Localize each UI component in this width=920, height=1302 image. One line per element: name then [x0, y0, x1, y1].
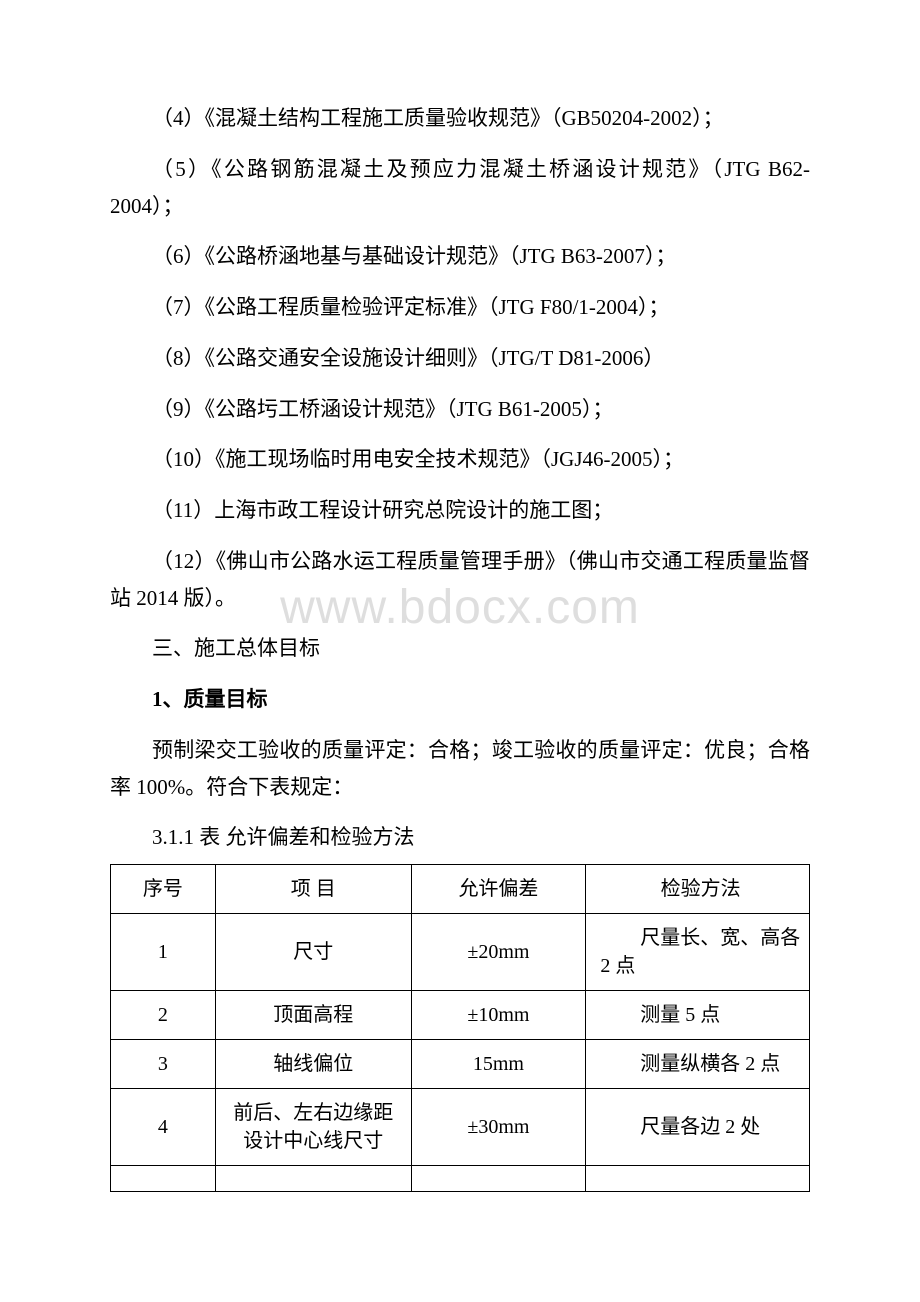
quality-target-body: 预制梁交工验收的质量评定：合格；竣工验收的质量评定：优良；合格率 100%。符合… [110, 732, 810, 806]
paragraph-item-5: （5）《公路钢筋混凝土及预应力混凝土桥涵设计规范》（JTG B62-2004）； [110, 151, 810, 225]
cell-deviation: 15mm [411, 1040, 586, 1089]
cell-empty [111, 1166, 216, 1192]
paragraph-item-9: （9）《公路圬工桥涵设计规范》（JTG B61-2005）； [110, 391, 810, 428]
cell-item: 尺寸 [215, 914, 411, 991]
cell-method: 尺量各边 2 处 [586, 1089, 810, 1166]
cell-empty [215, 1166, 411, 1192]
cell-item: 轴线偏位 [215, 1040, 411, 1089]
cell-deviation: ±20mm [411, 914, 586, 991]
table-row: 2 顶面高程 ±10mm 测量 5 点 [111, 991, 810, 1040]
cell-seq: 4 [111, 1089, 216, 1166]
table-row: 4 前后、左右边缘距设计中心线尺寸 ±30mm 尺量各边 2 处 [111, 1089, 810, 1166]
cell-deviation: ±10mm [411, 991, 586, 1040]
cell-empty [586, 1166, 810, 1192]
cell-empty [411, 1166, 586, 1192]
cell-deviation: ±30mm [411, 1089, 586, 1166]
header-method: 检验方法 [586, 865, 810, 914]
cell-item: 顶面高程 [215, 991, 411, 1040]
cell-seq: 1 [111, 914, 216, 991]
table-row: 3 轴线偏位 15mm 测量纵横各 2 点 [111, 1040, 810, 1089]
paragraph-item-7: （7）《公路工程质量检验评定标准》（JTG F80/1-2004）； [110, 289, 810, 326]
paragraph-item-10: （10）《施工现场临时用电安全技术规范》（JGJ46-2005）； [110, 441, 810, 478]
cell-method: 测量纵横各 2 点 [586, 1040, 810, 1089]
paragraph-item-12: （12）《佛山市公路水运工程质量管理手册》（佛山市交通工程质量监督站 2014 … [110, 543, 810, 617]
table-header-row: 序号 项 目 允许偏差 检验方法 [111, 865, 810, 914]
cell-seq: 3 [111, 1040, 216, 1089]
paragraph-item-11: （11）上海市政工程设计研究总院设计的施工图； [110, 492, 810, 529]
document-content: （4）《混凝土结构工程施工质量验收规范》（GB50204-2002）； （5）《… [110, 100, 810, 1192]
cell-method: 测量 5 点 [586, 991, 810, 1040]
header-deviation: 允许偏差 [411, 865, 586, 914]
paragraph-item-6: （6）《公路桥涵地基与基础设计规范》（JTG B63-2007）； [110, 238, 810, 275]
section-3-heading: 三、施工总体目标 [110, 630, 810, 667]
paragraph-item-8: （8）《公路交通安全设施设计细则》（JTG/T D81-2006） [110, 340, 810, 377]
table-caption: 3.1.1 表 允许偏差和检验方法 [110, 819, 810, 856]
cell-item: 前后、左右边缘距设计中心线尺寸 [215, 1089, 411, 1166]
cell-seq: 2 [111, 991, 216, 1040]
header-seq: 序号 [111, 865, 216, 914]
table-row: 1 尺寸 ±20mm 尺量长、宽、高各 2 点 [111, 914, 810, 991]
header-item: 项 目 [215, 865, 411, 914]
deviation-table: 序号 项 目 允许偏差 检验方法 1 尺寸 ±20mm 尺量长、宽、高各 2 点… [110, 864, 810, 1192]
cell-method: 尺量长、宽、高各 2 点 [586, 914, 810, 991]
table-row-empty [111, 1166, 810, 1192]
paragraph-item-4: （4）《混凝土结构工程施工质量验收规范》（GB50204-2002）； [110, 100, 810, 137]
quality-target-heading: 1、质量目标 [110, 681, 810, 718]
